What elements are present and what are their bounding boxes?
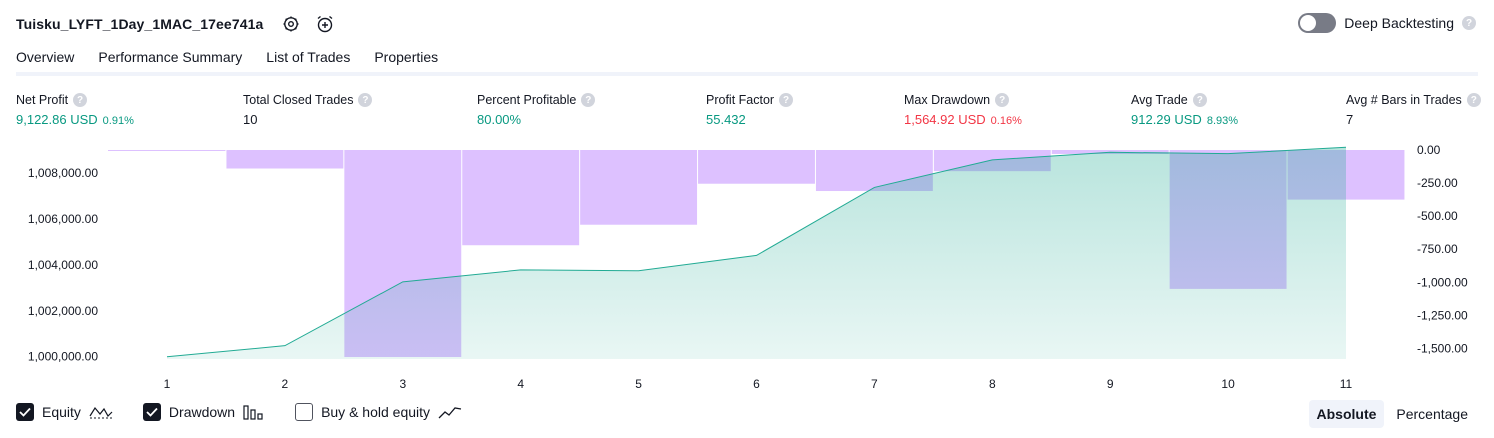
percentage-button[interactable]: Percentage [1396, 406, 1468, 422]
equity-drawdown-chart[interactable]: 1,000,000.00 1,002,000.00 1,004,000.00 1,00… [0, 140, 1494, 395]
help-icon[interactable]: ? [73, 93, 88, 107]
equity-line [166, 146, 1347, 358]
drawdown-bar [108, 150, 226, 151]
metric-value: 9,122.86 USD [16, 112, 98, 127]
legend-buy-hold[interactable]: Buy & hold equity [295, 403, 462, 421]
metric-percent: 0.16% [990, 115, 1022, 127]
metric-label: Avg Trade [1131, 93, 1188, 107]
help-icon[interactable]: ? [1466, 93, 1481, 107]
left-axis-tick-label: 1,004,000.00 [28, 258, 98, 272]
left-axis-tick-label: 1,002,000.00 [28, 304, 98, 318]
metric-percent: 0.91% [102, 115, 134, 127]
metric-net-profit: Net Profit? 9,122.86 USD 0.91% [16, 93, 134, 127]
left-axis-tick-label: 1,006,000.00 [28, 212, 98, 226]
metric-value: 10 [243, 112, 258, 127]
x-axis-tick-label: 11 [1340, 377, 1353, 391]
metric-label: Max Drawdown [904, 93, 991, 107]
drawdown-bar [698, 150, 815, 184]
x-axis-tick-label: 10 [1221, 377, 1235, 391]
metric-label: Profit Factor [706, 93, 775, 107]
x-axis-tick-label: 5 [635, 377, 642, 391]
drawdown-bar [226, 150, 344, 169]
help-icon[interactable]: ? [1192, 93, 1207, 107]
metric-profit-factor: Profit Factor? 55.432 [706, 93, 794, 127]
left-axis-tick-label: 1,000,000.00 [28, 350, 98, 364]
value-mode-toggle: Absolute Percentage [1308, 400, 1477, 428]
drawdown-bar [462, 150, 580, 246]
metric-value: 80.00% [477, 112, 522, 127]
tab-divider [16, 72, 1478, 76]
help-icon[interactable]: ? [1462, 16, 1476, 30]
help-icon[interactable]: ? [779, 93, 794, 107]
deep-backtesting-label: Deep Backtesting [1344, 15, 1454, 31]
legend-equity[interactable]: Equity [16, 403, 113, 421]
right-axis-tick-label: -750.00 [1417, 242, 1458, 256]
legend-drawdown-label: Drawdown [168, 404, 236, 420]
x-axis-tick-label: 4 [517, 377, 524, 391]
x-axis-tick-label: 6 [753, 377, 760, 391]
x-axis-tick-label: 2 [282, 377, 289, 391]
alarm-clock-plus-icon[interactable] [313, 12, 337, 36]
tab-list-of-trades[interactable]: List of Trades [266, 49, 351, 65]
strategy-header: Tuisku_LYFT_1Day_1MAC_17ee741a [16, 11, 337, 37]
metric-label: Percent Profitable [477, 93, 577, 107]
left-axis-tick-label: 1,008,000.00 [28, 166, 98, 180]
right-axis-tick-label: -1,500.00 [1417, 341, 1468, 355]
x-axis-tick-label: 3 [399, 377, 406, 391]
toggle-knob [1300, 15, 1317, 31]
right-axis-tick-label: 0.00 [1417, 143, 1441, 157]
metric-percent: 8.93% [1206, 115, 1239, 127]
legend-equity-label: Equity [42, 404, 81, 420]
right-axis-tick-label: -250.00 [1417, 176, 1458, 190]
metric-label: Avg # Bars in Trades [1346, 93, 1462, 107]
x-axis-tick-label: 7 [871, 377, 878, 391]
x-axis-tick-label: 8 [989, 377, 996, 391]
metric-total-closed-trades: Total Closed Trades? 10 [243, 93, 373, 127]
tab-properties[interactable]: Properties [374, 49, 439, 65]
right-axis-tick-label: -1,250.00 [1417, 308, 1468, 322]
gear-icon[interactable] [279, 12, 303, 36]
drawdown-bars-icon [243, 405, 263, 420]
buy-hold-line-icon [438, 407, 462, 419]
x-axis-tick-label: 9 [1107, 377, 1114, 391]
absolute-button[interactable]: Absolute [1308, 400, 1385, 428]
deep-backtesting-toggle[interactable] [1298, 13, 1337, 33]
deep-backtesting-control: Deep Backtesting ? [1298, 13, 1476, 33]
tab-performance-summary[interactable]: Performance Summary [98, 49, 243, 65]
metric-avg-bars-in-trades: Avg # Bars in Trades? 7 [1346, 93, 1481, 127]
drawdown-checkbox[interactable] [142, 403, 161, 421]
metric-avg-trade: Avg Trade? 912.29 USD 8.93% [1131, 93, 1238, 127]
equity-area [167, 147, 1346, 359]
metric-percent-profitable: Percent Profitable? 80.00% [477, 93, 596, 127]
help-icon[interactable]: ? [995, 93, 1010, 107]
metric-value: 55.432 [706, 112, 746, 127]
x-axis-tick-label: 1 [164, 377, 171, 391]
equity-line-icon [89, 406, 113, 419]
legend-buy-hold-label: Buy & hold equity [321, 404, 431, 420]
metric-value: 7 [1346, 112, 1354, 127]
metric-label: Total Closed Trades [243, 93, 354, 107]
help-icon[interactable]: ? [581, 93, 596, 107]
legend-drawdown[interactable]: Drawdown [142, 403, 265, 421]
strategy-name: Tuisku_LYFT_1Day_1MAC_17ee741a [16, 16, 264, 32]
metric-value: 912.29 USD [1131, 112, 1202, 127]
right-axis-tick-label: -500.00 [1417, 209, 1458, 223]
equity-checkbox[interactable] [16, 403, 34, 421]
drawdown-bar [580, 150, 698, 225]
metric-value: 1,564.92 USD [904, 112, 986, 127]
help-icon[interactable]: ? [358, 93, 373, 107]
tab-bar: Overview Performance Summary List of Tra… [16, 46, 438, 76]
metric-label: Net Profit [16, 93, 69, 107]
buy-hold-checkbox[interactable] [295, 403, 314, 421]
right-axis-tick-label: -1,000.00 [1417, 275, 1468, 289]
metric-max-drawdown: Max Drawdown? 1,564.92 USD 0.16% [904, 93, 1022, 127]
chart-legend: Equity Drawdown Buy & hold equity [16, 403, 492, 421]
